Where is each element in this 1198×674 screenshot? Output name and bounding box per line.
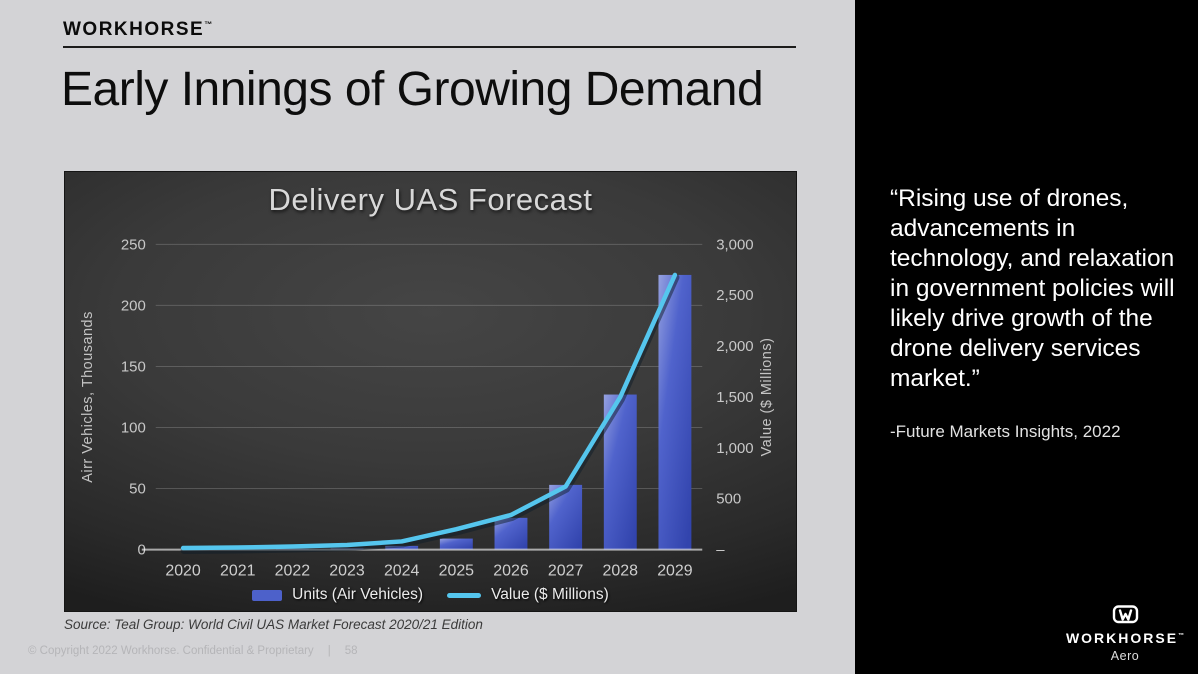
svg-text:2029: 2029 xyxy=(657,562,693,579)
svg-text:500: 500 xyxy=(716,491,741,508)
trademark-symbol: ™ xyxy=(204,20,213,29)
slide-title: Early Innings of Growing Demand xyxy=(61,63,764,116)
svg-text:200: 200 xyxy=(121,297,146,314)
chart-title: Delivery UAS Forecast xyxy=(268,182,593,217)
delivery-uas-forecast-chart: Delivery UAS Forecast 0 50 100 150 200 250 – 50… xyxy=(64,171,797,612)
legend-line-swatch xyxy=(447,592,482,598)
workhorse-emblem-icon xyxy=(1112,605,1138,624)
svg-text:Value ($ Millions): Value ($ Millions) xyxy=(759,338,775,457)
svg-text:1,000: 1,000 xyxy=(716,440,753,457)
svg-text:100: 100 xyxy=(121,419,146,436)
svg-text:2,500: 2,500 xyxy=(716,287,753,304)
chart-legend: Units (Air Vehicles) Value ($ Millions) xyxy=(65,586,796,604)
quote-panel: “Rising use of drones, advancements in t… xyxy=(855,0,1198,674)
workhorse-aero-logo-text: WORKHORSE™ xyxy=(1065,630,1185,646)
svg-text:–: – xyxy=(716,542,725,559)
svg-text:2023: 2023 xyxy=(329,562,365,579)
svg-text:3,000: 3,000 xyxy=(716,236,753,253)
svg-text:2027: 2027 xyxy=(548,562,584,579)
svg-text:250: 250 xyxy=(121,236,146,253)
source-note: Source: Teal Group: World Civil UAS Mark… xyxy=(64,617,483,632)
workhorse-logo: WORKHORSE™ xyxy=(63,19,212,41)
chart-plot-area: 0 50 100 150 200 250 – 500 1,000 1,500 2,000 2,500 3… xyxy=(80,236,775,579)
footer-page-number: 58 xyxy=(344,645,358,657)
svg-text:2021: 2021 xyxy=(220,562,256,579)
svg-text:0: 0 xyxy=(137,542,145,559)
legend-units-label: Units (Air Vehicles) xyxy=(292,586,424,603)
quote-attribution: -Future Markets Insights, 2022 xyxy=(890,422,1121,441)
workhorse-aero-logo-sub: Aero xyxy=(1110,649,1140,663)
trademark-symbol: ™ xyxy=(1178,633,1185,639)
workhorse-logo-text: WORKHORSE xyxy=(63,19,205,40)
svg-text:2,000: 2,000 xyxy=(716,338,753,355)
content-pane: WORKHORSE™ Early Innings of Growing Dema… xyxy=(0,0,855,674)
svg-text:2024: 2024 xyxy=(384,562,420,579)
svg-text:50: 50 xyxy=(129,481,146,498)
quote-text: “Rising use of drones, advancements in t… xyxy=(890,185,1175,392)
svg-text:2020: 2020 xyxy=(165,562,201,579)
footer-separator: | xyxy=(327,645,331,657)
svg-text:Airr Vehicles, Thousands: Airr Vehicles, Thousands xyxy=(80,311,96,483)
svg-text:1,500: 1,500 xyxy=(716,389,753,406)
svg-text:150: 150 xyxy=(121,358,146,375)
svg-text:2025: 2025 xyxy=(439,562,475,579)
header-divider xyxy=(63,46,796,48)
footer: © Copyright 2022 Workhorse. Confidential… xyxy=(28,645,357,657)
legend-bar-swatch xyxy=(252,589,283,601)
svg-text:2026: 2026 xyxy=(493,562,529,579)
footer-copyright: © Copyright 2022 Workhorse. Confidential… xyxy=(28,645,314,657)
legend-value-label: Value ($ Millions) xyxy=(491,586,609,603)
workhorse-aero-logo: WORKHORSE™ Aero xyxy=(1055,605,1195,663)
svg-text:2022: 2022 xyxy=(275,562,311,579)
svg-text:2028: 2028 xyxy=(603,562,639,579)
